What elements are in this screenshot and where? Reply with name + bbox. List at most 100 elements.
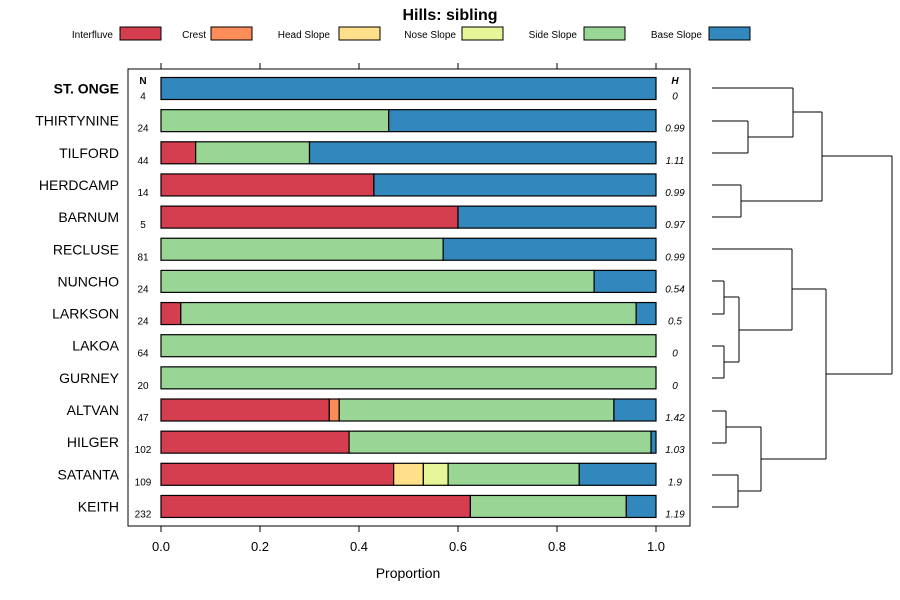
legend-swatch-interfluve: [119, 26, 162, 41]
row-n-value: 24: [137, 124, 149, 135]
x-tick-label: 0.8: [548, 539, 566, 554]
row-n-value: 44: [137, 156, 149, 167]
legend-label-interfluve: Interfluve: [72, 30, 114, 41]
bar-row-thirtynine: THIRTYNINE 24 0.99: [35, 109, 685, 135]
bar-segment-base-slope: [308, 141, 657, 165]
row-h-value: 0.99: [665, 124, 685, 135]
x-tick-label: 0.0: [152, 539, 170, 554]
row-h-value: 0.5: [668, 317, 682, 328]
row-n-value: 24: [137, 317, 149, 328]
row-n-value: 4: [140, 92, 146, 103]
legend-label-crest: Crest: [182, 30, 206, 41]
bar-segment-base-slope: [442, 237, 657, 261]
bar-segment-crest: [328, 398, 340, 422]
bar-segment-head-slope: [393, 462, 424, 486]
row-h-value: 1.9: [668, 477, 682, 488]
x-tick-label: 0.4: [350, 539, 368, 554]
bar-segment-side-slope: [348, 430, 652, 454]
row-label: HILGER: [67, 434, 119, 450]
bar-segment-base-slope: [635, 301, 657, 326]
bar-row-barnum: BARNUM 5 0.97: [58, 205, 685, 231]
legend: Interfluve Crest Head Slope Nose Slope Side …: [72, 26, 751, 41]
bar-segment-interfluve: [160, 462, 395, 486]
h-column-header: H: [671, 76, 679, 87]
row-h-value: 1.19: [665, 509, 685, 520]
bar-segment-interfluve: [160, 301, 182, 326]
bar-segment-base-slope: [457, 205, 657, 229]
row-h-value: 0: [672, 349, 678, 360]
bar-row-tilford: TILFORD 44 1.11: [59, 141, 685, 167]
bar-segment-side-slope: [195, 141, 311, 165]
row-label: LARKSON: [52, 306, 119, 322]
legend-swatch-crest: [210, 26, 253, 41]
row-n-value: 81: [137, 252, 149, 263]
row-n-value: 102: [135, 445, 152, 456]
bar-segment-side-slope: [447, 462, 580, 486]
x-tick-label: 0.2: [251, 539, 269, 554]
row-h-value: 0.99: [665, 252, 685, 263]
legend-swatch-side-slope: [583, 26, 626, 41]
row-n-value: 64: [137, 349, 149, 360]
row-label: KEITH: [78, 498, 119, 514]
plot-frame: [127, 68, 691, 527]
row-h-value: 0.99: [665, 188, 685, 199]
bar-segment-base-slope: [650, 430, 657, 454]
bar-segment-interfluve: [160, 141, 197, 165]
row-label: TILFORD: [59, 145, 119, 161]
bar-segment-side-slope: [160, 366, 657, 390]
bar-segment-side-slope: [180, 301, 637, 326]
bar-segment-nose-slope: [422, 462, 449, 486]
row-label: LAKOA: [72, 338, 119, 354]
row-h-value: 1.11: [666, 156, 685, 167]
row-h-value: 0.54: [665, 284, 685, 295]
legend-swatch-nose-slope: [461, 26, 504, 41]
bar-row-altvan: ALTVAN 47 1.42: [67, 398, 685, 424]
row-n-value: 5: [140, 220, 146, 231]
row-label: GURNEY: [59, 370, 120, 386]
legend-label-side-slope: Side Slope: [529, 30, 578, 41]
row-n-value: 109: [135, 477, 152, 488]
bar-segment-base-slope: [578, 462, 657, 486]
legend-label-nose-slope: Nose Slope: [404, 30, 456, 41]
row-n-value: 24: [137, 284, 149, 295]
x-axis-label: Proportion: [376, 565, 441, 581]
bar-segment-side-slope: [160, 334, 657, 358]
row-h-value: 1.42: [665, 413, 685, 424]
row-label: HERDCAMP: [39, 177, 119, 193]
bar-segment-side-slope: [469, 494, 627, 519]
row-h-value: 0: [672, 381, 678, 392]
legend-swatch-base-slope: [708, 26, 751, 41]
row-n-value: 20: [137, 381, 149, 392]
chart-title: Hills: sibling: [402, 7, 497, 24]
bar-segment-side-slope: [160, 269, 595, 293]
row-h-value: 0: [672, 92, 678, 103]
x-tick-label: 0.6: [449, 539, 467, 554]
row-h-value: 0.97: [665, 220, 685, 231]
bar-row-keith: KEITH 232 1.19: [78, 494, 685, 520]
bar-segment-side-slope: [160, 109, 390, 133]
bar-segment-base-slope: [388, 109, 657, 133]
bar-row-hilger: HILGER 102 1.03: [67, 430, 685, 456]
x-axis: 0.0 0.2 0.4 0.6 0.8 1.0: [152, 63, 665, 554]
bar-row-st-onge: ST. ONGE 4 0: [54, 76, 678, 103]
bar-row-nuncho: NUNCHO 24 0.54: [58, 269, 685, 295]
bar-segment-interfluve: [160, 398, 330, 422]
bar-segment-base-slope: [160, 76, 657, 101]
bar-segment-side-slope: [338, 398, 615, 422]
row-label: ALTVAN: [67, 402, 119, 418]
x-tick-label: 1.0: [647, 539, 665, 554]
legend-label-head-slope: Head Slope: [278, 30, 331, 41]
bar-segment-interfluve: [160, 205, 459, 229]
bar-row-herdcamp: HERDCAMP 14 0.99: [39, 173, 685, 199]
row-n-value: 47: [137, 413, 149, 424]
legend-swatch-head-slope: [338, 26, 381, 41]
row-label: SATANTA: [58, 466, 120, 482]
row-label: BARNUM: [58, 209, 119, 225]
bar-segment-interfluve: [160, 173, 375, 197]
legend-label-base-slope: Base Slope: [651, 30, 703, 41]
bar-row-recluse: RECLUSE 81 0.99: [53, 237, 685, 263]
bar-row-larkson: LARKSON 24 0.5: [52, 301, 682, 328]
row-label: THIRTYNINE: [35, 113, 119, 129]
bar-rows: ST. ONGE 4 0 THIRTYNINE 24 0.99 TILFORD 44 1.11 H…: [35, 76, 685, 520]
bar-segment-interfluve: [160, 430, 350, 454]
